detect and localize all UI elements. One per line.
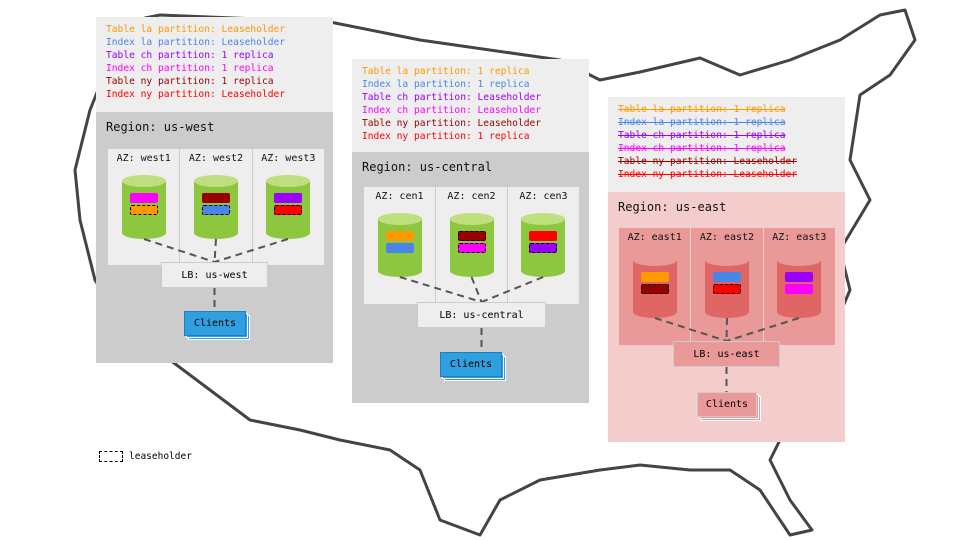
connection-line bbox=[213, 238, 217, 263]
leaseholder-replica bbox=[529, 243, 558, 253]
connection-line bbox=[470, 276, 483, 303]
replica bbox=[385, 243, 414, 253]
partition-note-line: Table la partition: 1 replica bbox=[362, 66, 530, 77]
partition-note-line: Index ch partition: 1 replica bbox=[618, 143, 786, 154]
replica bbox=[274, 193, 302, 203]
az-west1: AZ: west1 bbox=[108, 149, 179, 265]
az-label: AZ: west1 bbox=[116, 153, 171, 164]
legend: leaseholder bbox=[99, 451, 192, 462]
partition-notes: Table la partition: Leaseholder Index la … bbox=[96, 17, 333, 112]
partition-note-line: Index ch partition: 1 replica bbox=[106, 63, 274, 74]
az-label: AZ: cen3 bbox=[519, 191, 568, 202]
replica bbox=[713, 272, 741, 282]
az-cen1: AZ: cen1 bbox=[364, 187, 435, 304]
az-label: AZ: west3 bbox=[261, 153, 316, 164]
az-east2: AZ: east2 bbox=[690, 228, 762, 345]
replica bbox=[202, 193, 230, 203]
az-west3: AZ: west3 bbox=[251, 149, 324, 265]
leaseholder-replica bbox=[713, 284, 741, 294]
partition-note-line: Table ny partition: 1 replica bbox=[106, 76, 274, 87]
connection-line bbox=[399, 276, 482, 303]
partition-note-line: Index ny partition: Leaseholder bbox=[106, 89, 286, 100]
replica bbox=[529, 231, 558, 241]
replica bbox=[785, 272, 813, 282]
az-label: AZ: east2 bbox=[699, 232, 755, 243]
node-cylinder bbox=[521, 213, 566, 277]
leaseholder-replica bbox=[641, 284, 669, 294]
node-cylinder bbox=[633, 254, 677, 318]
leaseholder-replica bbox=[457, 243, 486, 253]
partition-note-line: Index la partition: 1 replica bbox=[362, 79, 530, 90]
node-cylinder bbox=[777, 254, 821, 318]
region-title: Region: us-west bbox=[106, 120, 215, 134]
leaseholder-legend-swatch bbox=[99, 451, 123, 462]
connection-line bbox=[726, 317, 800, 342]
leaseholder-replica bbox=[130, 205, 158, 215]
node-cylinder bbox=[122, 175, 166, 239]
node-cylinder bbox=[449, 213, 494, 277]
load-balancer: LB: us-central bbox=[417, 302, 546, 328]
partition-notes: Table la partition: 1 replica Index la pa… bbox=[352, 59, 589, 152]
legend-label: leaseholder bbox=[129, 451, 192, 462]
az-east1: AZ: east1 bbox=[619, 228, 690, 345]
az-label: AZ: cen2 bbox=[447, 191, 496, 202]
partition-note-line: Table la partition: 1 replica bbox=[618, 104, 786, 115]
load-balancer: LB: us-east bbox=[673, 341, 780, 367]
partition-note-line: Table ch partition: Leaseholder bbox=[362, 92, 542, 103]
connection-line bbox=[214, 238, 289, 263]
clients-box: Clients bbox=[440, 352, 502, 377]
connection-line bbox=[725, 317, 728, 342]
load-balancer: LB: us-west bbox=[161, 262, 268, 288]
az-label: AZ: east1 bbox=[627, 232, 682, 243]
replica bbox=[385, 231, 414, 241]
partition-note-line: Index ny partition: 1 replica bbox=[362, 131, 530, 142]
region-title: Region: us-central bbox=[362, 160, 493, 174]
partition-note-line: Table ny partition: Leaseholder bbox=[362, 118, 542, 129]
partition-note-line: Index ch partition: Leaseholder bbox=[362, 105, 542, 116]
leaseholder-replica bbox=[202, 205, 230, 215]
clients-box: Clients bbox=[697, 392, 757, 417]
replica bbox=[130, 193, 158, 203]
partition-note-line: Table ny partition: Leaseholder bbox=[618, 156, 798, 167]
clients-box: Clients bbox=[184, 311, 246, 336]
partition-note-line: Index ny partition: Leaseholder bbox=[618, 169, 798, 180]
az-label: AZ: west2 bbox=[188, 153, 244, 164]
az-cen2: AZ: cen2 bbox=[435, 187, 507, 304]
node-cylinder bbox=[266, 175, 310, 239]
partition-note-line: Table ch partition: 1 replica bbox=[618, 130, 786, 141]
partition-note-line: Index la partition: 1 replica bbox=[618, 117, 786, 128]
region-title: Region: us-east bbox=[618, 200, 727, 214]
replica bbox=[785, 284, 813, 294]
node-cylinder bbox=[377, 213, 422, 277]
partition-note-line: Table ch partition: 1 replica bbox=[106, 50, 274, 61]
leaseholder-replica bbox=[274, 205, 302, 215]
az-label: AZ: cen1 bbox=[375, 191, 424, 202]
node-cylinder bbox=[194, 175, 238, 239]
node-cylinder bbox=[705, 254, 749, 318]
partition-notes: Table la partition: 1 replica Index la pa… bbox=[608, 97, 845, 192]
az-east3: AZ: east3 bbox=[762, 228, 835, 345]
replica bbox=[641, 272, 669, 282]
az-cen3: AZ: cen3 bbox=[507, 187, 579, 304]
connection-line bbox=[654, 317, 727, 342]
leaseholder-replica bbox=[457, 231, 486, 241]
connection-line bbox=[143, 238, 215, 263]
az-label: AZ: east3 bbox=[772, 232, 827, 243]
partition-note-line: Table la partition: Leaseholder bbox=[106, 24, 286, 35]
az-west2: AZ: west2 bbox=[179, 149, 251, 265]
partition-note-line: Index la partition: Leaseholder bbox=[106, 37, 286, 48]
